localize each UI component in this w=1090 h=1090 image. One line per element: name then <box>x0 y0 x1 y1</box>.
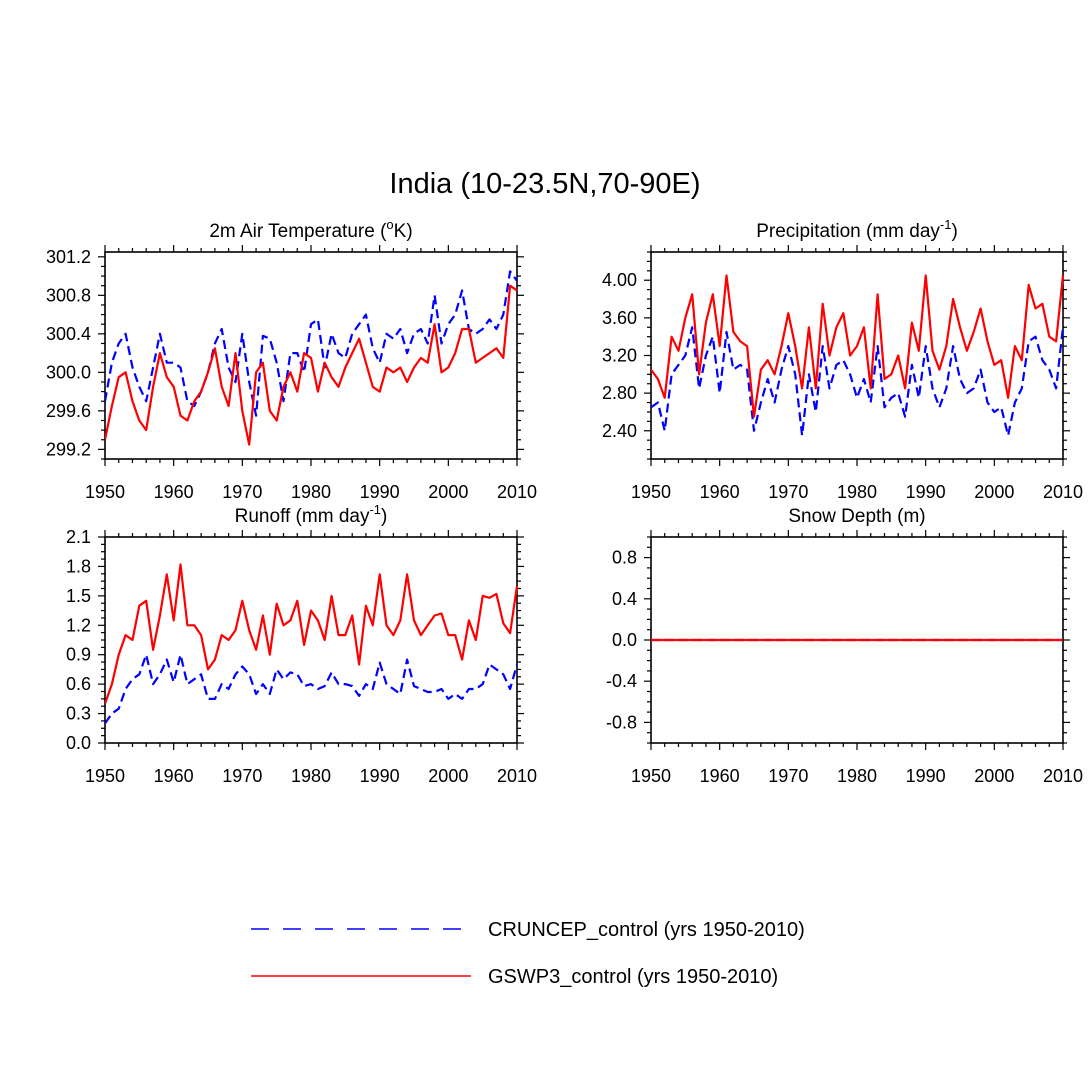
panel-title-main: Runoff (mm day <box>235 506 370 527</box>
x-tick-label: 1970 <box>768 482 808 502</box>
y-tick-label: 2.80 <box>602 383 637 403</box>
y-tick-label: 3.20 <box>602 346 637 366</box>
x-tick-label: 2010 <box>1043 482 1083 502</box>
chart-panel-1: 2m Air Temperature (oK) 1950 1960 1970 1980 1… <box>46 217 537 502</box>
series-line-gswp3 <box>651 274 1064 418</box>
y-tick-label: 0.4 <box>612 589 637 609</box>
panel-title-superscript: -1 <box>940 217 952 232</box>
x-tick-label: 1960 <box>700 482 740 502</box>
panel-title: Precipitation (mm day-1) <box>756 217 958 242</box>
x-tick-label: 1990 <box>360 482 400 502</box>
panel-title: 2m Air Temperature (oK) <box>209 217 412 242</box>
panel-title-main: Snow Depth (m) <box>788 506 925 527</box>
x-tick-label: 1990 <box>906 766 946 786</box>
x-tick-label: 1950 <box>631 766 671 786</box>
panel-title-superscript: o <box>386 217 393 232</box>
series-line-cruncep <box>651 326 1064 437</box>
y-tick-label: 0.0 <box>612 630 637 650</box>
y-tick-label: 0.9 <box>66 645 91 665</box>
y-tick-label: 300.4 <box>46 324 91 344</box>
y-tick-label: 0.0 <box>66 733 91 753</box>
y-tick-label: 1.5 <box>66 586 91 606</box>
y-tick-label: 299.2 <box>46 439 91 459</box>
panel-title: Runoff (mm day-1) <box>235 502 388 527</box>
x-tick-label: 2000 <box>974 482 1014 502</box>
x-tick-label: 1990 <box>906 482 946 502</box>
series-line-gswp3 <box>105 563 518 705</box>
y-tick-label: 4.00 <box>602 270 637 290</box>
chart-panel-2: Precipitation (mm day-1) 1950 1960 1970 1980… <box>602 217 1083 502</box>
panel-title-suffix: ) <box>951 221 957 242</box>
x-tick-label: 1980 <box>291 482 331 502</box>
y-tick-label: 0.6 <box>66 674 91 694</box>
series-line-cruncep <box>105 653 518 725</box>
x-tick-label: 2000 <box>974 766 1014 786</box>
y-tick-label: 2.1 <box>66 527 91 547</box>
x-tick-label: 1990 <box>360 766 400 786</box>
y-tick-label: 0.3 <box>66 704 91 724</box>
panel-title-suffix: K) <box>394 221 413 242</box>
x-tick-label: 1960 <box>154 482 194 502</box>
main-title: India (10-23.5N,70-90E) <box>389 168 700 200</box>
x-tick-label: 1970 <box>222 482 262 502</box>
y-tick-label: 2.40 <box>602 421 637 441</box>
y-tick-label: 300.0 <box>46 362 91 382</box>
x-tick-label: 2000 <box>428 482 468 502</box>
series-line-gswp3 <box>105 284 518 446</box>
x-tick-label: 2010 <box>497 766 537 786</box>
y-tick-label: 3.60 <box>602 308 637 328</box>
y-tick-label: 1.2 <box>66 615 91 635</box>
y-tick-label: 300.8 <box>46 285 91 305</box>
x-tick-label: 1980 <box>837 482 877 502</box>
panel-title-suffix: ) <box>381 506 387 527</box>
x-tick-label: 2000 <box>428 766 468 786</box>
x-tick-label: 1960 <box>700 766 740 786</box>
x-tick-label: 1950 <box>85 482 125 502</box>
panel-title-main: Precipitation (mm day <box>756 221 940 242</box>
y-tick-label: 301.2 <box>46 247 91 267</box>
y-tick-label: -0.4 <box>606 671 637 691</box>
x-tick-label: 1970 <box>222 766 262 786</box>
x-tick-label: 1950 <box>631 482 671 502</box>
x-tick-label: 2010 <box>1043 766 1083 786</box>
panel-title-superscript: -1 <box>369 502 381 517</box>
panel-title: Snow Depth (m) <box>788 506 925 527</box>
y-tick-label: -0.8 <box>606 712 637 732</box>
y-tick-label: 1.8 <box>66 556 91 576</box>
x-tick-label: 2010 <box>497 482 537 502</box>
panels: 2m Air Temperature (oK) 1950 1960 1970 1980 1… <box>46 217 1083 786</box>
y-tick-label: 0.8 <box>612 548 637 568</box>
chart-panel-4: Snow Depth (m) 1950 1960 1970 1980 1990 2000 20… <box>606 506 1083 786</box>
x-tick-label: 1980 <box>291 766 331 786</box>
x-tick-label: 1980 <box>837 766 877 786</box>
panel-title-main: 2m Air Temperature ( <box>209 221 387 242</box>
legend-label-cruncep: CRUNCEP_control (yrs 1950-2010) <box>488 919 805 941</box>
series-line-cruncep <box>105 270 518 417</box>
y-tick-label: 299.6 <box>46 401 91 421</box>
chart-panel-3: Runoff (mm day-1) 1950 1960 1970 1980 1990 200… <box>66 502 537 786</box>
x-tick-label: 1960 <box>154 766 194 786</box>
legend-label-gswp3: GSWP3_control (yrs 1950-2010) <box>488 966 778 988</box>
x-tick-label: 1970 <box>768 766 808 786</box>
x-tick-label: 1950 <box>85 766 125 786</box>
legend: CRUNCEP_control (yrs 1950-2010) GSWP3_con… <box>251 919 805 988</box>
